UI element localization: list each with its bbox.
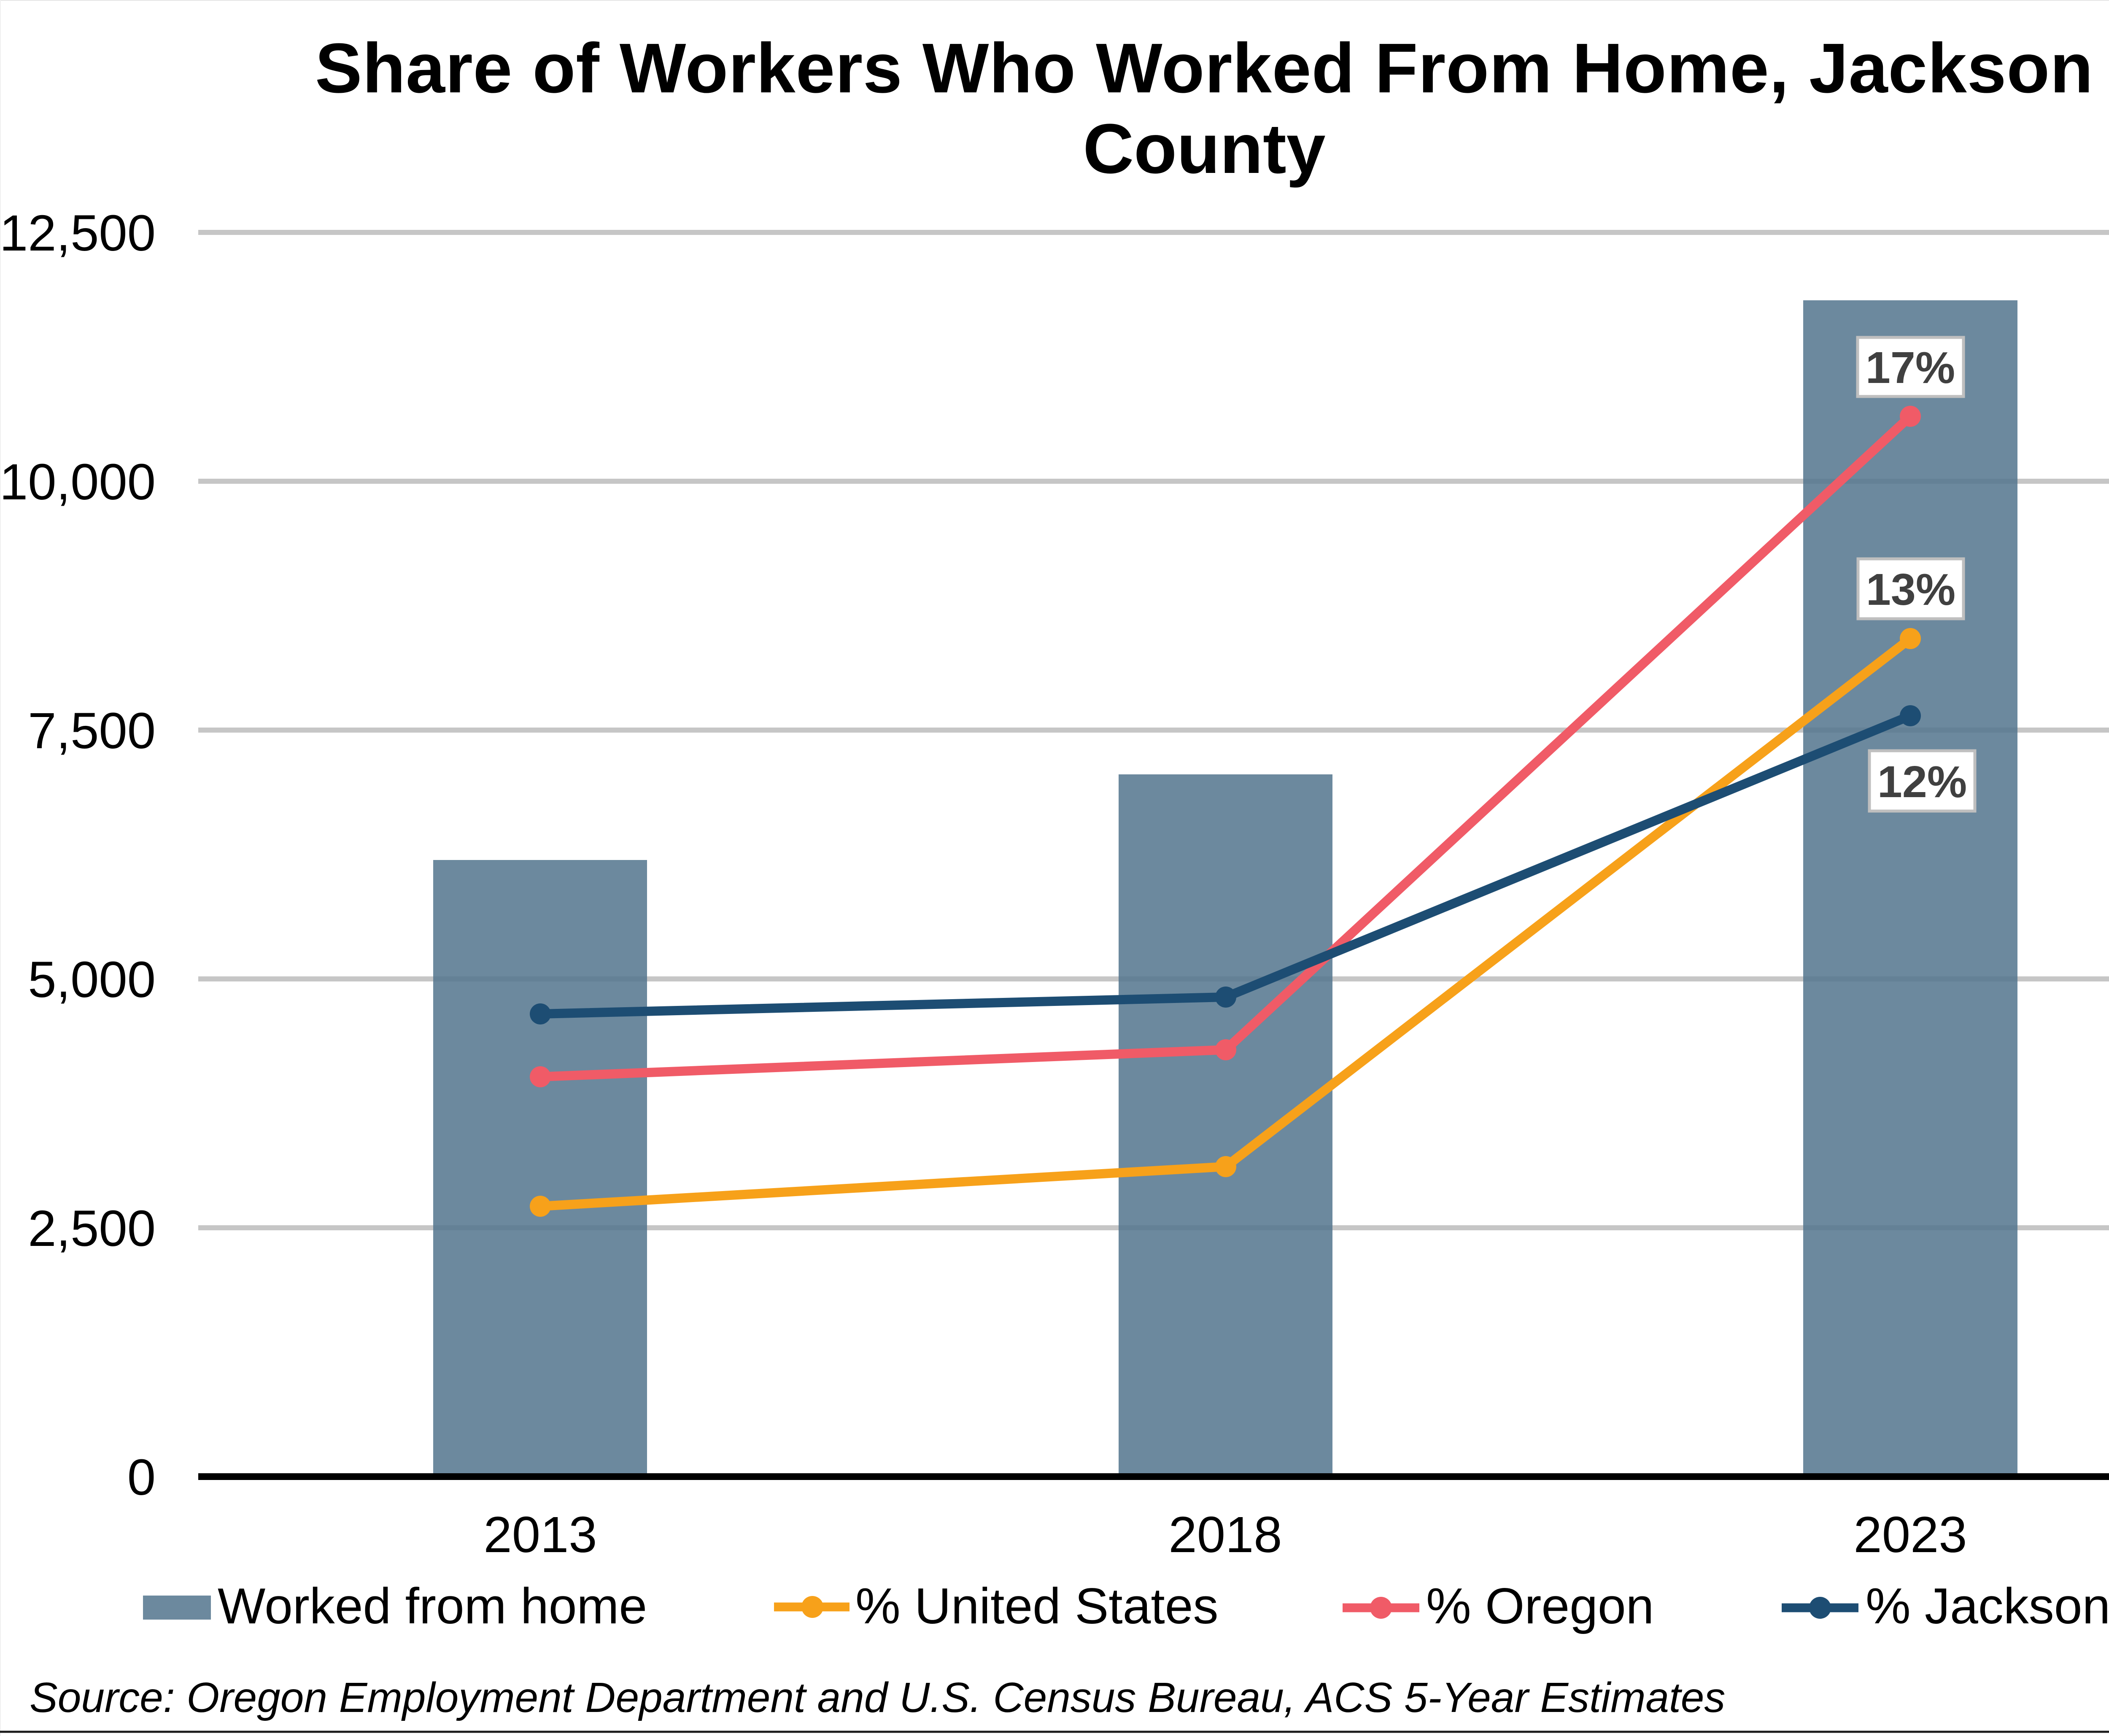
svg-text:12%: 12% (1877, 757, 1967, 807)
svg-text:5,000: 5,000 (28, 951, 156, 1008)
svg-text:2023: 2023 (1853, 1506, 1967, 1563)
svg-text:12,500: 12,500 (0, 204, 156, 261)
svg-text:2,500: 2,500 (28, 1200, 156, 1257)
svg-text:% United States: % United States (855, 1578, 1218, 1634)
svg-text:0: 0 (127, 1448, 156, 1506)
svg-text:% Jackson County: % Jackson County (1866, 1578, 2109, 1634)
svg-text:7,500: 7,500 (28, 702, 156, 759)
svg-text:County: County (1083, 110, 1325, 188)
svg-text:10,000: 10,000 (0, 453, 156, 510)
svg-text:2018: 2018 (1168, 1506, 1282, 1563)
svg-text:% Oregon: % Oregon (1426, 1578, 1654, 1634)
svg-text:Share of Workers Who Worked Fr: Share of Workers Who Worked From Home, J… (315, 29, 2093, 108)
svg-text:Worked from home: Worked from home (218, 1578, 647, 1634)
svg-text:2013: 2013 (483, 1506, 597, 1563)
svg-text:Source: Oregon Employment Depa: Source: Oregon Employment Department and… (30, 1674, 1725, 1721)
svg-text:17%: 17% (1866, 343, 1955, 393)
svg-text:13%: 13% (1866, 565, 1955, 615)
